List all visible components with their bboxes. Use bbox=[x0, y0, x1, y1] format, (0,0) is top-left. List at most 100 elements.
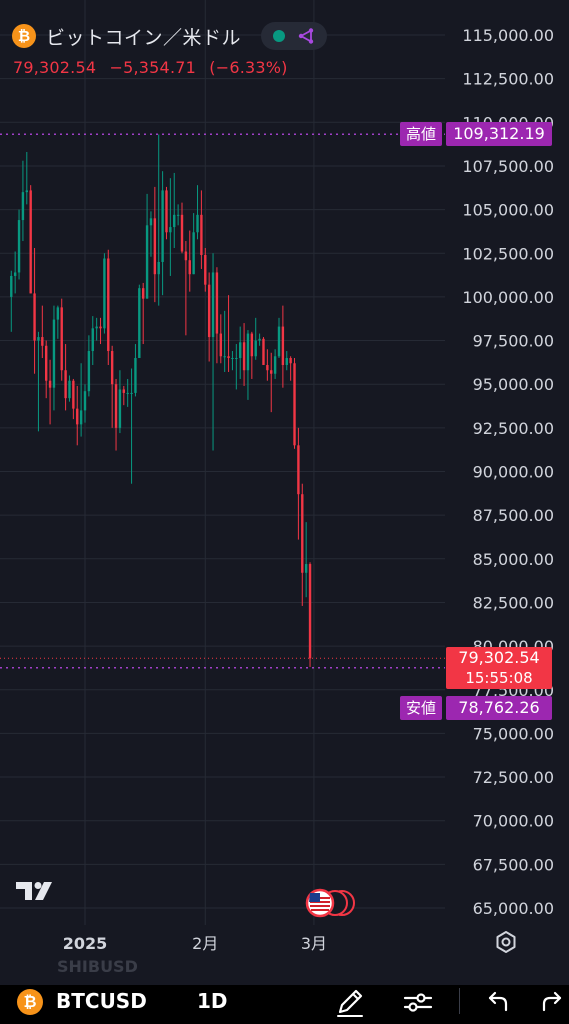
y-tick-label: 95,000.00 bbox=[473, 375, 554, 394]
candle-body bbox=[250, 333, 254, 357]
draw-pencil-icon[interactable] bbox=[334, 986, 366, 1018]
candle-body bbox=[266, 364, 269, 371]
candle-body bbox=[231, 358, 234, 360]
x-tick-label: 3月 bbox=[301, 934, 327, 953]
candle-body bbox=[258, 338, 261, 341]
candle-body bbox=[254, 340, 257, 357]
candle-body bbox=[99, 326, 102, 329]
candle-body bbox=[52, 319, 56, 388]
last-price: 79,302.54 bbox=[13, 58, 97, 77]
candle-body bbox=[184, 251, 188, 261]
bitcoin-icon: ₿ bbox=[17, 989, 43, 1015]
last-price-label: 79,302.54 15:55:08 bbox=[446, 647, 552, 689]
candle-body bbox=[95, 326, 98, 329]
candle-body bbox=[180, 214, 184, 252]
candle-body bbox=[169, 227, 172, 233]
candle-body bbox=[308, 564, 312, 659]
symbol-header[interactable]: ₿ ビットコイン／米ドル bbox=[12, 22, 328, 50]
candle-body bbox=[142, 288, 145, 299]
y-tick-label: 85,000.00 bbox=[473, 550, 554, 569]
price-lines bbox=[0, 133, 445, 669]
candle-body bbox=[45, 345, 48, 381]
candle-body bbox=[293, 363, 296, 446]
candle-body bbox=[211, 272, 215, 338]
candle-body bbox=[227, 356, 230, 359]
candle-body bbox=[149, 218, 153, 226]
y-tick-label: 70,000.00 bbox=[473, 812, 554, 831]
candle-body bbox=[165, 190, 168, 233]
candle-body bbox=[239, 342, 242, 359]
economic-events-flags-icon[interactable] bbox=[304, 887, 360, 919]
high-label: 高値 bbox=[400, 122, 443, 147]
candle-body bbox=[76, 408, 79, 425]
candle-body bbox=[145, 225, 149, 299]
candle-body bbox=[79, 410, 83, 425]
symbol-button[interactable]: ₿ bbox=[17, 989, 43, 1015]
candle-body bbox=[25, 190, 28, 193]
y-tick-label: 107,500.00 bbox=[462, 157, 554, 176]
candle-body bbox=[304, 564, 308, 573]
candle-body bbox=[215, 272, 219, 334]
candle-body bbox=[48, 380, 52, 388]
last-price-value: 79,302.54 bbox=[458, 648, 540, 667]
undo-icon[interactable] bbox=[484, 986, 514, 1018]
candle-body bbox=[37, 337, 40, 341]
candle-body bbox=[153, 218, 157, 275]
bottom-toolbar bbox=[0, 985, 569, 1024]
candle-body bbox=[17, 220, 21, 273]
candle-body bbox=[173, 214, 176, 228]
candle-body bbox=[103, 258, 106, 329]
bitcoin-icon: ₿ bbox=[12, 24, 36, 48]
candle-body bbox=[277, 326, 281, 357]
candle-body bbox=[157, 261, 160, 275]
y-tick-label: 72,500.00 bbox=[473, 768, 554, 787]
candle-body bbox=[29, 190, 32, 294]
indicator-settings-icon[interactable] bbox=[402, 986, 434, 1018]
candle-body bbox=[289, 358, 292, 364]
candlestick-series bbox=[10, 134, 312, 668]
y-axis: 115,000.00112,500.00110,000.00107,500.00… bbox=[462, 26, 554, 918]
candle-body bbox=[204, 254, 207, 285]
candle-body bbox=[161, 190, 164, 262]
candle-body bbox=[285, 358, 288, 365]
y-tick-label: 65,000.00 bbox=[473, 899, 554, 918]
candle-body bbox=[188, 260, 191, 275]
candle-body bbox=[301, 494, 304, 573]
x-tick-label: 2月 bbox=[192, 934, 218, 953]
candle-body bbox=[235, 358, 238, 360]
candle-body bbox=[21, 192, 25, 221]
symbol-title[interactable]: ビットコイン／米ドル bbox=[46, 26, 242, 49]
toolbar-separator bbox=[459, 988, 460, 1014]
candle-body bbox=[60, 307, 63, 371]
y-tick-label: 102,500.00 bbox=[462, 244, 554, 263]
y-tick-label: 112,500.00 bbox=[462, 70, 554, 89]
candle-body bbox=[273, 356, 277, 374]
share-icon[interactable] bbox=[297, 27, 315, 45]
chart-grid bbox=[0, 0, 445, 925]
candle-body bbox=[118, 389, 122, 428]
price-quote: 79,302.54 −5,354.71 (−6.33%) bbox=[13, 58, 296, 77]
candle-body bbox=[176, 214, 180, 216]
candle-body bbox=[10, 275, 13, 297]
candle-body bbox=[41, 337, 44, 346]
candle-body bbox=[134, 358, 137, 393]
interval-button[interactable]: 1D bbox=[197, 989, 228, 1013]
status-pill[interactable] bbox=[261, 22, 328, 50]
candle-body bbox=[33, 293, 36, 341]
candle-body bbox=[110, 351, 114, 385]
candle-body bbox=[122, 389, 125, 393]
symbol-name[interactable]: BTCUSD bbox=[56, 989, 147, 1013]
chart-settings-gear-icon[interactable] bbox=[494, 930, 518, 954]
y-tick-label: 115,000.00 bbox=[462, 26, 554, 45]
redo-icon[interactable] bbox=[536, 986, 566, 1018]
y-tick-label: 90,000.00 bbox=[473, 463, 554, 482]
candle-body bbox=[64, 370, 67, 399]
candle-body bbox=[223, 356, 226, 358]
price-chart[interactable]: 115,000.00112,500.00110,000.00107,500.00… bbox=[0, 0, 569, 985]
y-tick-label: 75,000.00 bbox=[473, 724, 554, 743]
candle-body bbox=[270, 370, 273, 374]
y-tick-label: 97,500.00 bbox=[473, 332, 554, 351]
y-tick-label: 67,500.00 bbox=[473, 855, 554, 874]
price-change-percent: (−6.33%) bbox=[209, 58, 288, 77]
candle-body bbox=[72, 380, 75, 409]
